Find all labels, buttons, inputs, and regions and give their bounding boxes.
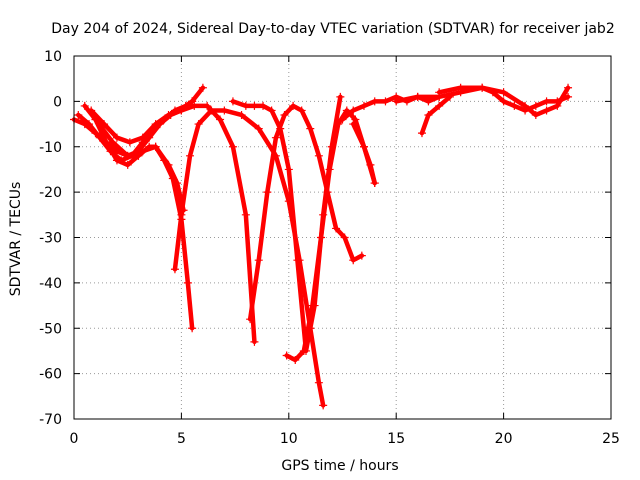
x-tick-label: 25 bbox=[602, 431, 620, 447]
series-trace bbox=[76, 99, 195, 163]
series-sat-l bbox=[435, 83, 573, 119]
x-tick-label: 5 bbox=[177, 431, 186, 447]
series-sat-n bbox=[349, 120, 379, 188]
x-tick-label: 0 bbox=[70, 431, 79, 447]
series-trace bbox=[88, 103, 257, 345]
y-tick-label: -20 bbox=[39, 185, 62, 201]
x-tick-label: 10 bbox=[280, 431, 298, 447]
data-point-markers bbox=[417, 92, 454, 138]
series-trace bbox=[350, 121, 377, 186]
y-tick-label: -50 bbox=[39, 321, 62, 337]
data-point-markers bbox=[435, 83, 573, 119]
series-sat-m bbox=[417, 92, 454, 138]
data-point-markers bbox=[349, 120, 379, 188]
data-layer bbox=[70, 83, 573, 410]
axis-layer: -70 -60 -50 -40 -30 -20 -10 0 10 0 5 10 15 20 25 bbox=[39, 49, 620, 447]
y-tick-label: 0 bbox=[53, 94, 62, 110]
x-tick-label: 20 bbox=[495, 431, 513, 447]
series-trace bbox=[247, 103, 365, 322]
series-trace bbox=[340, 94, 442, 122]
y-tick-label: -60 bbox=[39, 367, 62, 383]
y-tick-label: -10 bbox=[39, 140, 62, 156]
y-axis-title: SDTVAR / TECUs bbox=[8, 182, 24, 297]
series-sat-e bbox=[91, 115, 188, 215]
series-sat-d bbox=[87, 101, 259, 346]
x-axis-title: GPS time / hours bbox=[281, 458, 398, 474]
series-trace bbox=[93, 117, 186, 213]
y-tick-label: -30 bbox=[39, 231, 62, 247]
chart-title: Day 204 of 2024, Sidereal Day-to-day VTE… bbox=[51, 21, 614, 37]
y-tick-label: -40 bbox=[39, 276, 62, 292]
plot-frame bbox=[73, 55, 612, 420]
x-tick-label: 15 bbox=[387, 431, 405, 447]
series-trace bbox=[419, 94, 453, 136]
y-tick-label: -70 bbox=[39, 412, 62, 428]
y-tick-label: 10 bbox=[44, 49, 62, 65]
data-point-markers bbox=[87, 101, 259, 346]
